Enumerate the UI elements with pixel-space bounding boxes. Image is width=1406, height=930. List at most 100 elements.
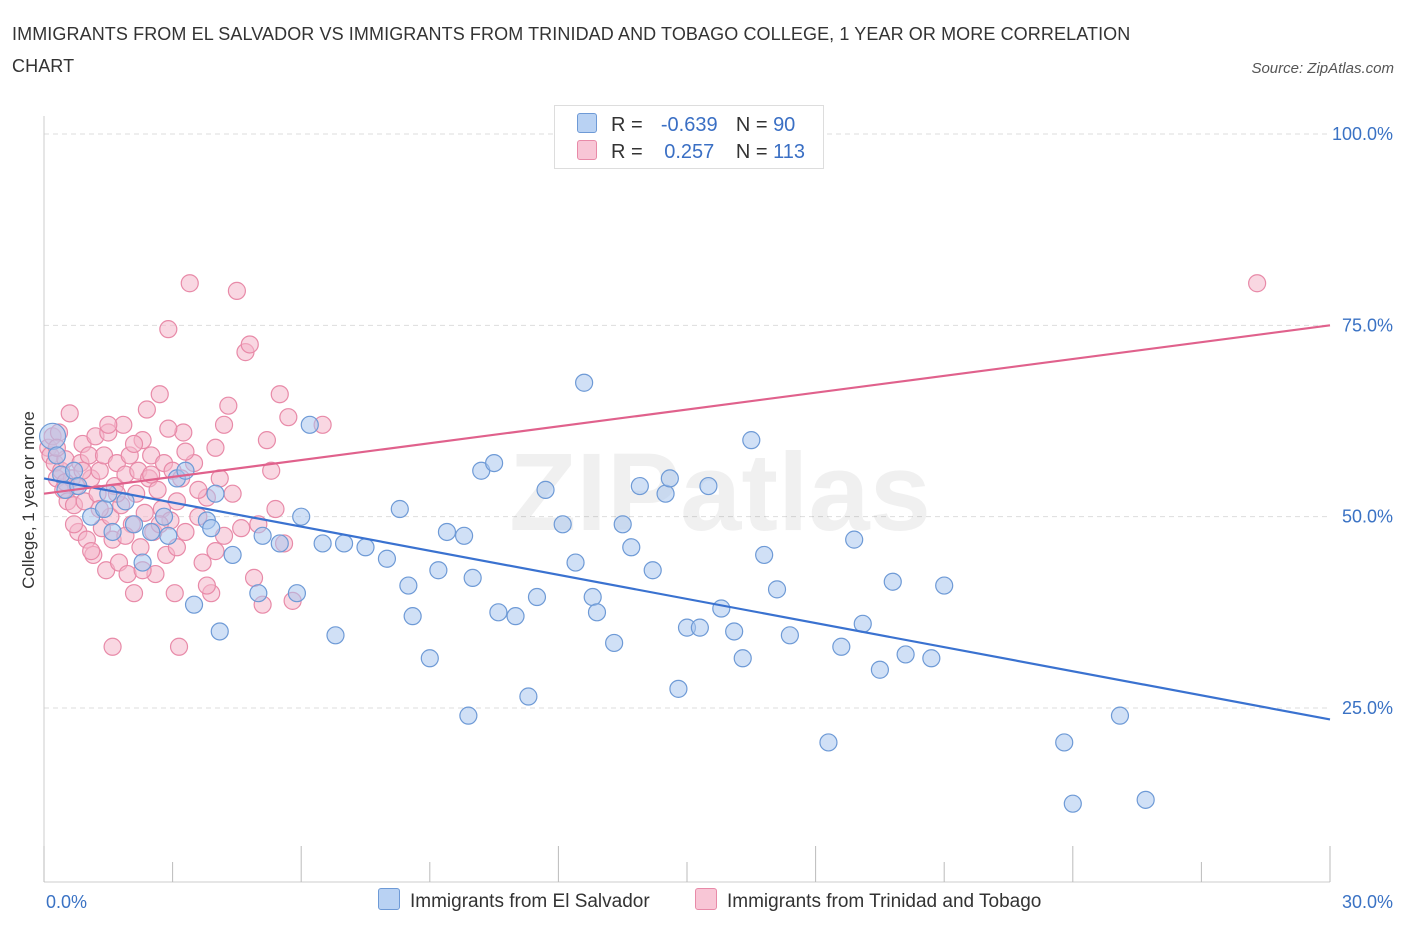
data-point [437, 522, 457, 542]
data-point [244, 568, 264, 587]
series-legend: Immigrants from El Salvador Immigrants f… [0, 888, 1406, 918]
data-point [64, 461, 84, 480]
data-point [202, 519, 221, 538]
data-point [334, 534, 354, 553]
blue-swatch-icon [378, 888, 400, 910]
data-point [712, 599, 731, 618]
data-point [377, 549, 397, 568]
r-value: 0.257 [664, 141, 715, 163]
data-point [159, 526, 178, 545]
data-point [553, 515, 572, 534]
data-point [124, 434, 144, 454]
data-point [270, 385, 289, 404]
data-point [90, 461, 109, 480]
data-point [630, 476, 649, 496]
data-point [326, 626, 345, 645]
data-point [883, 572, 902, 591]
data-point [64, 515, 84, 534]
data-point [454, 526, 474, 545]
source-label: Source: ZipAtlas.com [1251, 60, 1394, 77]
x-tick-label: 0.0% [46, 892, 87, 912]
data-point [124, 515, 144, 534]
data-point [922, 649, 941, 668]
n-label: N = [735, 114, 768, 136]
data-point [142, 522, 161, 542]
data-point [1063, 794, 1082, 813]
data-point [622, 538, 641, 557]
legend-label: Immigrants from El Salvador [410, 891, 650, 912]
y-tick-label: 75.0% [1342, 315, 1393, 335]
data-point [176, 442, 195, 461]
data-point [819, 733, 838, 752]
data-point [180, 274, 199, 293]
data-point [206, 542, 225, 561]
data-point [536, 480, 555, 499]
n-value: 113 [773, 141, 805, 163]
data-point [240, 335, 259, 354]
legend-row-trinidad: R = 0.257 N = 113 [577, 140, 805, 164]
data-point [587, 603, 607, 622]
data-point [103, 522, 122, 542]
data-point [390, 499, 409, 519]
data-point [613, 515, 632, 534]
data-point [249, 584, 268, 603]
data-point [159, 320, 178, 339]
pink-swatch-icon [577, 140, 597, 160]
data-point [131, 538, 150, 557]
data-point [266, 499, 285, 519]
data-point [656, 484, 675, 503]
data-point [103, 637, 122, 656]
data-point [292, 507, 311, 526]
data-point [519, 687, 538, 706]
data-point [313, 534, 332, 553]
data-point [124, 584, 144, 603]
data-point [169, 637, 189, 656]
data-point [767, 580, 787, 599]
data-point [1055, 733, 1074, 752]
data-point [832, 637, 851, 656]
data-point [690, 618, 709, 637]
data-point [223, 484, 242, 503]
data-point [219, 396, 238, 415]
data-point [399, 576, 418, 595]
data-point [193, 553, 212, 572]
data-point [660, 469, 679, 488]
data-point [870, 660, 890, 679]
y-tick-label: 100.0% [1332, 124, 1393, 144]
pink-swatch-icon [695, 888, 717, 910]
data-point [227, 281, 246, 300]
data-point [1110, 706, 1130, 725]
data-point [279, 408, 298, 427]
data-point [165, 584, 184, 603]
data-point [1248, 274, 1267, 293]
r-label: R = [611, 114, 643, 136]
data-point [459, 706, 478, 725]
data-point [133, 553, 152, 572]
data-point [643, 561, 662, 580]
data-point [780, 626, 799, 645]
data-point [935, 576, 954, 595]
data-point [725, 622, 744, 641]
data-point [176, 522, 195, 542]
trend-line-blue [43, 477, 1331, 721]
blue-swatch-icon [577, 113, 597, 133]
chart-title: IMMIGRANTS FROM EL SALVADOR VS IMMIGRANT… [12, 24, 1131, 76]
tick-labels: 100.0% 75.0% 50.0% 25.0% 0.0% 30.0% [46, 124, 1393, 912]
trend-lines [43, 324, 1331, 721]
n-value: 90 [773, 114, 796, 136]
data-point [583, 587, 602, 607]
data-point [47, 446, 66, 465]
r-label: R = [611, 141, 643, 163]
legend-item-trinidad: Immigrants from Trinidad and Tobago [695, 888, 1041, 913]
data-point [148, 480, 167, 499]
data-point [82, 542, 101, 561]
data-point [669, 679, 688, 698]
data-point [566, 553, 585, 572]
legend-label: Immigrants from Trinidad and Tobago [727, 891, 1042, 912]
data-point [463, 568, 482, 587]
axes: College, 1 year or more [19, 116, 1331, 883]
data-point [154, 507, 174, 526]
data-point [174, 423, 193, 442]
data-point [60, 404, 79, 423]
data-point [575, 373, 594, 392]
